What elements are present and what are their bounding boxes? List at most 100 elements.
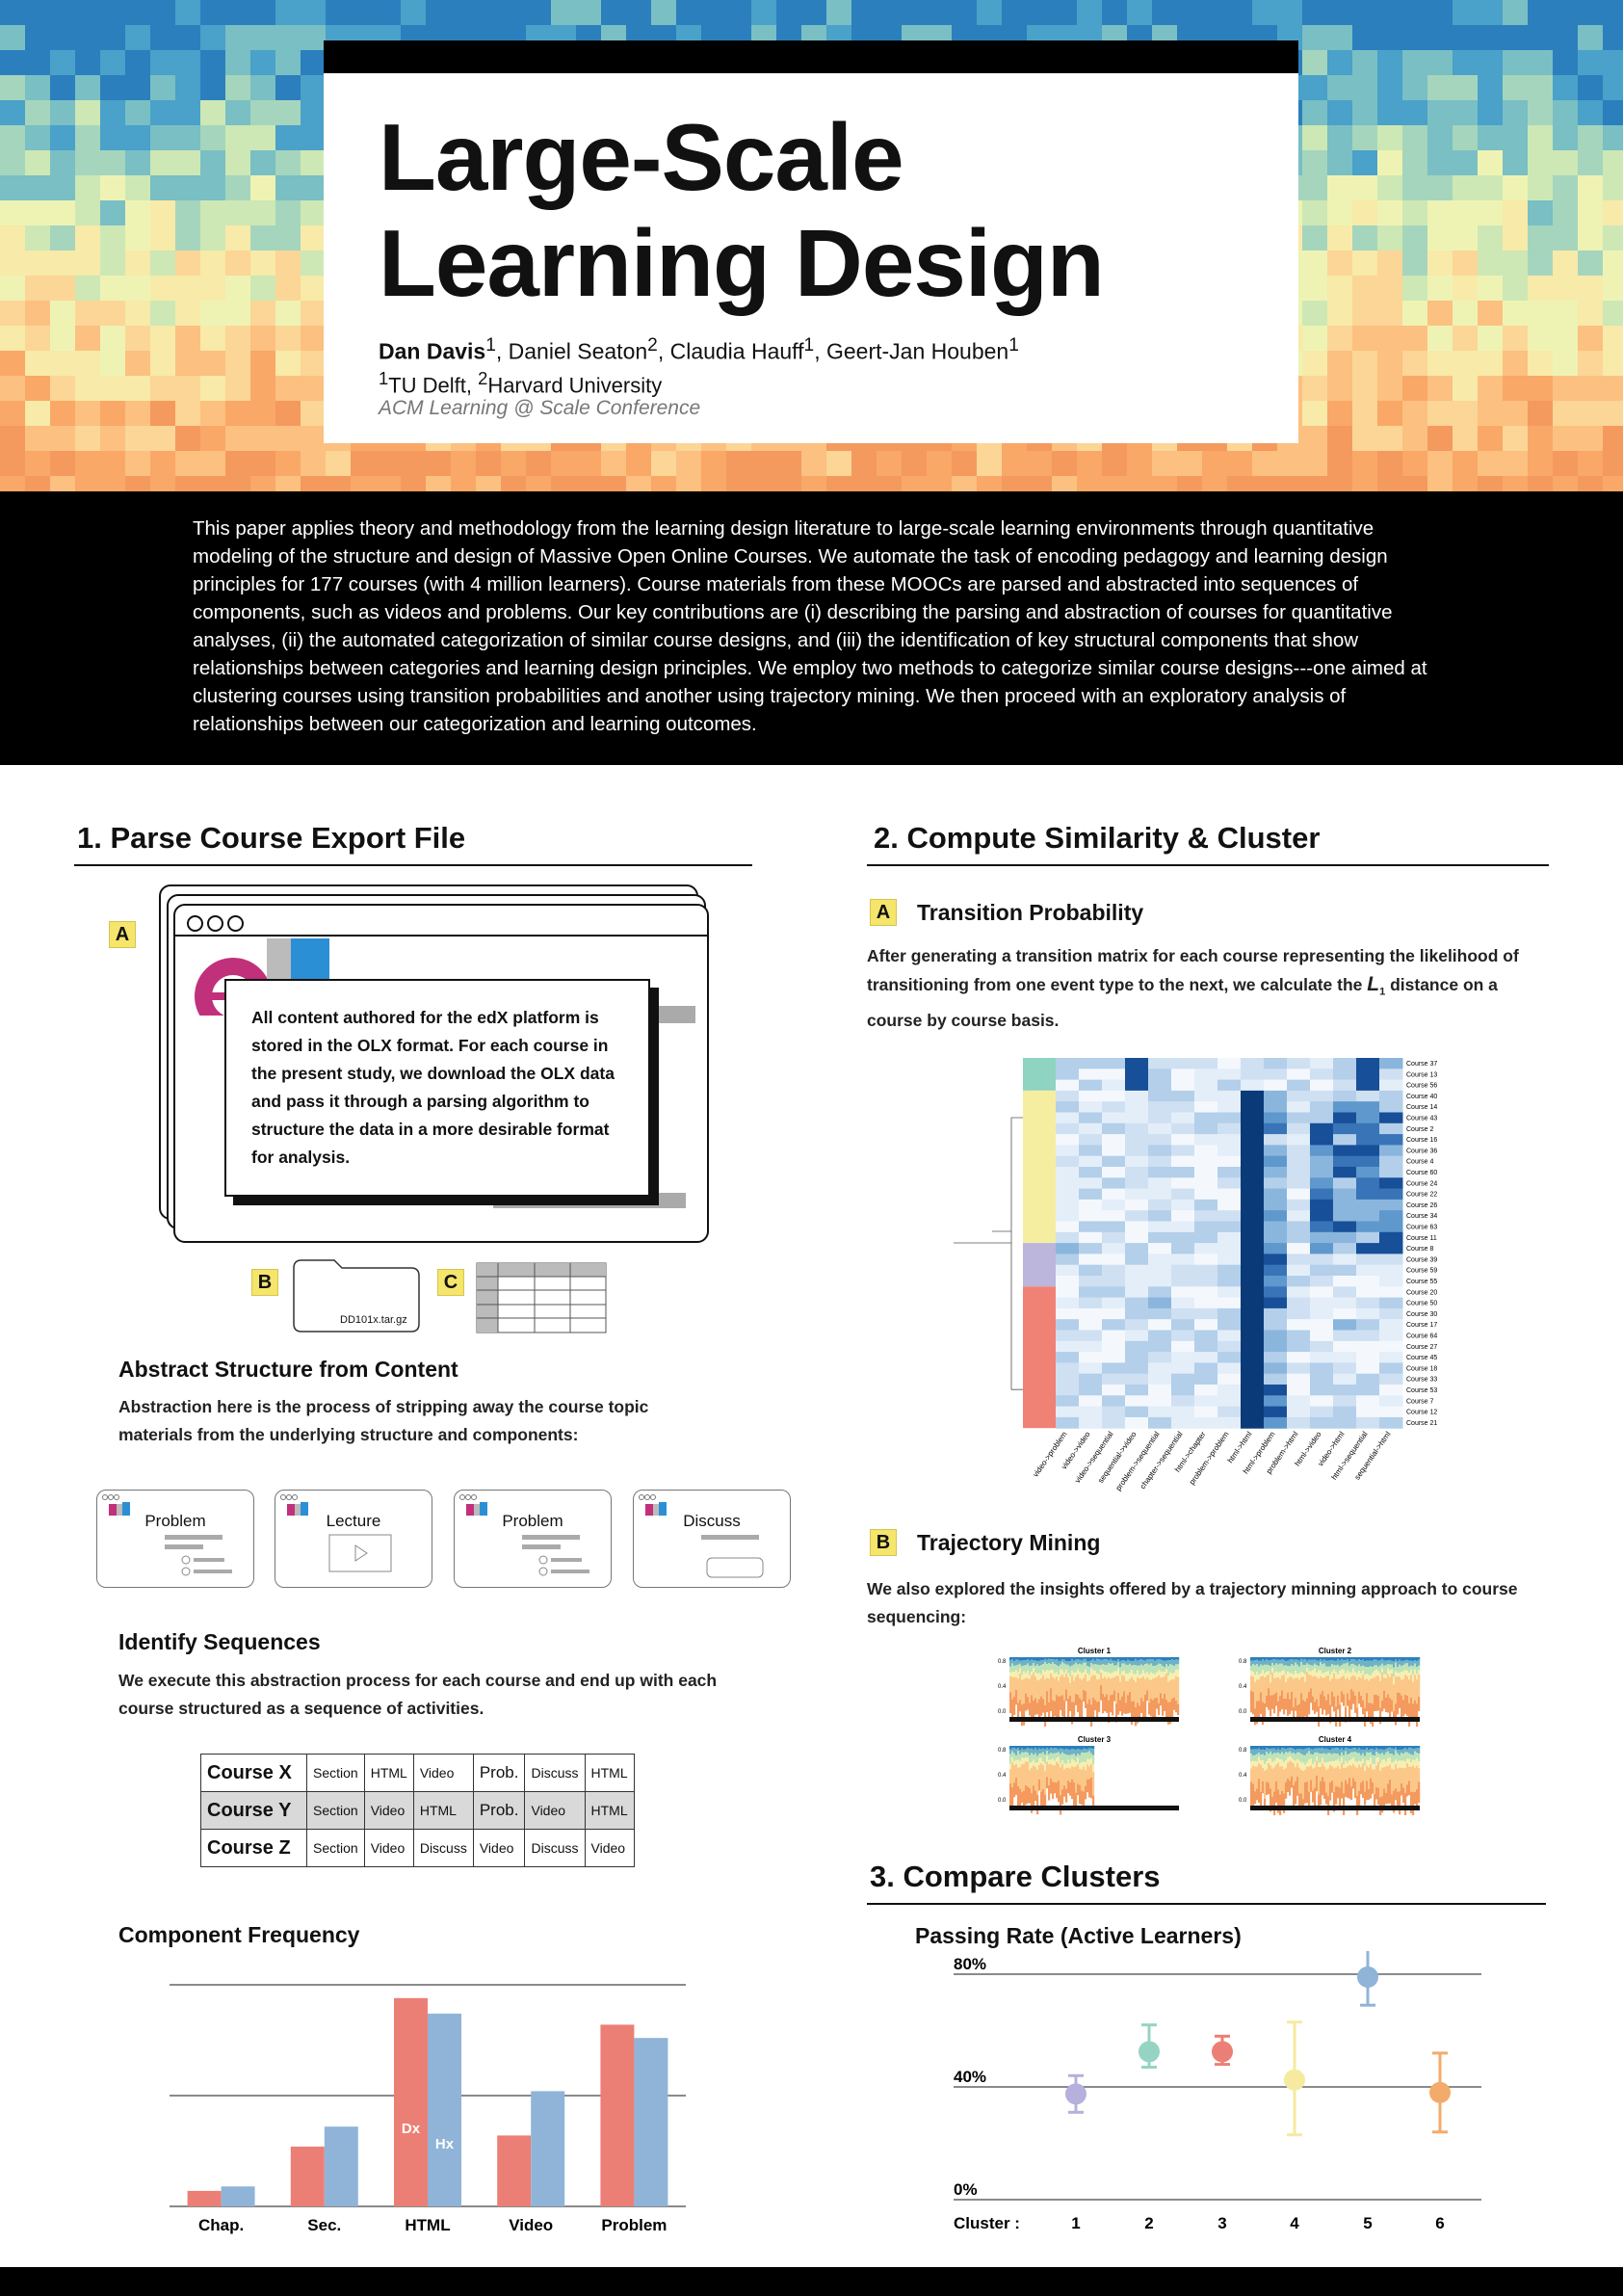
reply-box [706,1557,764,1578]
hero-pixel [1302,100,1328,126]
hero-pixel [175,100,201,126]
trajectory-band [1414,1657,1417,1661]
hero-pixel [1503,150,1529,176]
trajectory-band [1358,1676,1361,1692]
trajectory-band [1275,1781,1278,1803]
trajectory-band [1065,1748,1068,1755]
trajectory-band [1356,1749,1359,1754]
trajectory-band [1266,1748,1269,1753]
trajectory-band [1406,1762,1409,1785]
heatmap-cell [1079,1221,1103,1233]
trajectory-band [1325,1672,1328,1676]
trajectory-band [1073,1660,1076,1665]
x-tick-label: 4 [1290,2214,1299,2232]
hero-pixel [25,401,51,427]
trajectory-band [1356,1746,1359,1750]
l1-symbol: L [1367,973,1380,995]
heatmap-cell [1148,1199,1172,1211]
trajectory-band [1341,1748,1344,1753]
trajectory-band [1013,1765,1016,1783]
heatmap-cell [1171,1090,1195,1102]
hero-pixel [1528,50,1554,76]
trajectory-band [1296,1758,1299,1763]
heatmap-cell [1194,1276,1218,1287]
trajectory-band [1323,1749,1326,1754]
trajectory-band [1368,1660,1371,1667]
trajectory-band [1127,1665,1130,1675]
trajectory-band [1250,1746,1253,1750]
author: , Daniel Seaton [495,338,648,364]
heatmap-cell [1217,1177,1242,1190]
hero-pixel [801,0,827,26]
trajectory-band [1085,1753,1087,1763]
trajectory-band [1090,1676,1093,1705]
hero-pixel [1302,200,1328,226]
trajectory-band [1162,1660,1165,1666]
trajectory-band [1167,1702,1170,1725]
hero-pixel [1603,125,1623,151]
trajectory-band [1318,1762,1321,1768]
trajectory-band [1341,1665,1344,1670]
trajectory-band [1306,1766,1309,1782]
hero-pixel [0,125,26,151]
trajectory-band [1304,1657,1307,1660]
trajectory-band [1374,1657,1376,1660]
trajectory-band [1308,1766,1311,1792]
heatmap-cell [1287,1276,1311,1287]
hero-pixel [451,0,477,26]
trajectory-band [1379,1763,1382,1771]
trajectory-band [1027,1659,1030,1664]
hero-pixel [1327,125,1353,151]
heatmap-cell [1333,1090,1357,1102]
hero-pixel [275,100,301,126]
trajectory-band [1347,1657,1349,1660]
trajectory-band [1025,1657,1028,1661]
trajectory-band [1312,1676,1315,1697]
hero-pixel [125,175,151,201]
trajectory-band [1266,1769,1269,1782]
heatmap-cell [1241,1276,1265,1287]
hero-pixel [1503,251,1529,277]
trajectory-band [1277,1757,1280,1763]
heatmap-cell [1102,1177,1126,1190]
trajectory-band [1295,1677,1297,1699]
trajectory-band [1013,1665,1016,1672]
poster-title: Large-Scale Learning Design [379,104,1245,316]
trajectory-band [1052,1659,1055,1663]
trajectory-band [1112,1677,1114,1695]
hero-pixel [927,476,953,491]
hero-pixel [1478,200,1504,226]
trajectory-band [1399,1672,1401,1677]
author: , Geert-Jan Houben [814,338,1009,364]
heatmap-cell [1379,1101,1403,1113]
trajectory-band [1036,1664,1039,1674]
trajectory-band [1031,1665,1034,1672]
trajectory-band [1281,1765,1284,1791]
trajectory-band [1177,1669,1180,1677]
heatmap-cell [1310,1058,1334,1069]
hero-pixel [1427,100,1453,126]
trajectory-band [1314,1663,1317,1669]
hero-pixel [1503,351,1529,377]
hero-pixel [1302,376,1328,402]
hero-pixel [125,100,151,126]
hero-pixel [1352,125,1378,151]
trajectory-band [1281,1690,1284,1710]
heatmap-cell [1241,1254,1265,1266]
trajectory-band [1254,1761,1257,1767]
heatmap-cell [1356,1231,1380,1244]
trajectory-band [1412,1791,1415,1815]
trajectory-band [1019,1760,1022,1768]
series-label: Dx [402,2121,421,2137]
trajectory-band [1387,1783,1390,1804]
hero-pixel [150,476,176,491]
hero-pixel [1402,251,1428,277]
trajectory-band [1044,1658,1047,1663]
hero-pixel [50,150,76,176]
hero-pixel [1453,200,1479,226]
heatmap-cell [1217,1090,1242,1102]
trajectory-band [1270,1765,1272,1789]
hero-pixel [150,401,176,427]
trajectory-band [1266,1746,1269,1749]
component-card: Problem [454,1490,612,1588]
